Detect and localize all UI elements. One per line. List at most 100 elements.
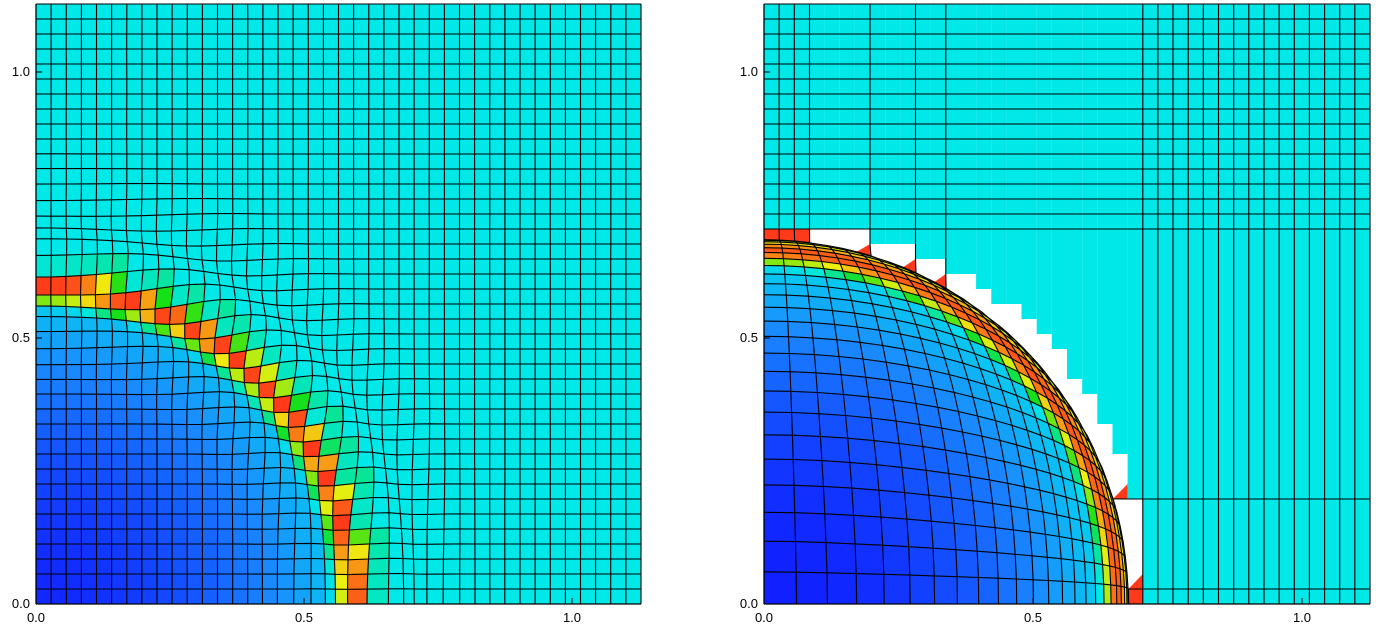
right-mesh-cell [929, 316, 953, 335]
right-mesh-cell [1218, 94, 1234, 109]
left-mesh-cell [278, 438, 293, 455]
left-mesh-cell [337, 365, 352, 381]
left-mesh-cell [565, 4, 581, 19]
right-mesh-cell [959, 304, 980, 320]
left-mesh-cell [111, 199, 127, 217]
right-mesh-cell [945, 19, 961, 34]
right-mesh-cell [1203, 379, 1219, 394]
right-mesh-cell [1294, 64, 1310, 79]
left-mesh-cell [126, 454, 142, 469]
left-mesh-cell [36, 276, 51, 295]
right-mesh-cell [1142, 544, 1158, 559]
left-mesh-cell [36, 348, 52, 365]
right-mesh-cell [1127, 319, 1143, 334]
left-mesh-cell [367, 573, 389, 590]
right-mesh-cell [817, 250, 838, 258]
left-mesh-cell [349, 513, 373, 530]
left-mesh-cell [625, 109, 641, 124]
right-mesh-cell [1233, 364, 1249, 379]
left-mesh-cell [520, 154, 536, 169]
left-mesh-cell [81, 439, 97, 454]
right-mesh-cell [945, 169, 961, 184]
left-mesh-cell [565, 304, 581, 319]
right-mesh-cell [991, 64, 1007, 79]
right-mesh-cell [1294, 589, 1310, 604]
right-mesh-cell [1030, 532, 1048, 558]
right-mesh-cell [1112, 214, 1128, 229]
right-mesh-cell [779, 109, 795, 124]
right-mesh-cell [1064, 445, 1079, 468]
right-mesh-cell [1142, 469, 1158, 484]
left-mesh-cell [111, 423, 127, 439]
right-mesh-cell [1203, 559, 1219, 574]
right-mesh-cell [834, 253, 856, 262]
right-mesh-cell [1157, 469, 1173, 484]
right-mesh-cell [1036, 94, 1052, 109]
right-mesh-cell [1109, 501, 1117, 521]
left-mesh-cell [247, 468, 265, 485]
right-mesh-cell [1022, 412, 1041, 436]
right-mesh-cell [1082, 34, 1098, 49]
right-mesh-cell [1218, 379, 1234, 394]
left-mesh-cell [322, 529, 334, 545]
left-mesh-cell [326, 376, 342, 393]
left-mesh-cell [187, 198, 203, 215]
right-mesh-cell [1279, 514, 1295, 529]
right-mesh-cell [1203, 79, 1219, 94]
left-mesh-cell [397, 408, 415, 425]
left-mesh-cell [294, 528, 312, 544]
left-mesh-cell [187, 183, 203, 199]
left-mesh-cell [36, 19, 52, 34]
left-mesh-cell [368, 49, 384, 64]
right-mesh-cell [1061, 558, 1075, 582]
left-mesh-cell [111, 574, 127, 589]
right-mesh-cell [794, 64, 810, 79]
right-mesh-cell [764, 434, 794, 460]
right-mesh-cell [1095, 465, 1106, 486]
left-mesh-cell [172, 544, 188, 559]
right-mesh-cell [1051, 214, 1067, 229]
left-mesh-cell [610, 424, 626, 439]
right-mesh-cell [1173, 139, 1189, 154]
right-mesh-cell [1021, 124, 1037, 139]
left-mesh-cell [323, 4, 339, 19]
left-mesh-cell [610, 79, 626, 94]
left-mesh-cell [444, 289, 460, 304]
right-mesh-cell [1354, 124, 1370, 139]
right-mesh-cell [1142, 4, 1158, 19]
left-mesh-cell [396, 454, 413, 470]
left-mesh-cell [278, 34, 294, 49]
right-mesh-cell [902, 291, 925, 306]
right-mesh-cell [1354, 34, 1370, 49]
right-mesh-cell [818, 413, 848, 439]
right-mesh-cell [1036, 469, 1054, 494]
right-mesh-cell [1233, 319, 1249, 334]
right-mesh-cell [1036, 34, 1052, 49]
right-mesh-cell [930, 109, 946, 124]
left-mesh-cell [535, 559, 551, 574]
right-mesh-cell [1218, 484, 1234, 499]
left-mesh-cell [66, 499, 82, 514]
right-mesh-cell [797, 243, 816, 248]
left-mesh-cell [202, 544, 218, 559]
right-mesh-cell [1082, 19, 1098, 34]
right-mesh-cell [870, 184, 886, 199]
right-mesh-cell [1309, 334, 1325, 349]
right-mesh-cell [1324, 49, 1340, 64]
left-mesh-cell [550, 514, 566, 529]
right-mesh-cell [961, 154, 977, 169]
left-mesh-cell [141, 19, 157, 34]
right-mesh-cell [1188, 19, 1204, 34]
left-mesh-cell [141, 424, 157, 439]
left-mesh-cell [383, 229, 399, 244]
right-mesh-cell [1006, 289, 1022, 304]
right-mesh-cell [1051, 4, 1067, 19]
left-mesh-cell [66, 529, 82, 544]
right-mesh-cell [1173, 274, 1189, 289]
left-mesh-cell [336, 349, 353, 366]
right-mesh-cell [1082, 455, 1095, 477]
left-mesh-cell [157, 19, 173, 34]
right-mesh-cell [782, 252, 803, 260]
left-mesh-cell [427, 483, 445, 500]
right-mesh-cell [1018, 371, 1037, 392]
